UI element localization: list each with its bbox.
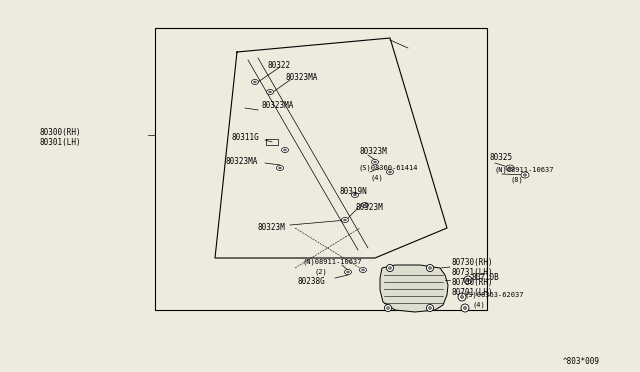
Text: 80323M: 80323M [258, 224, 285, 232]
Text: (N)08911-10637: (N)08911-10637 [302, 259, 362, 265]
Text: (N)08911-10637: (N)08911-10637 [495, 167, 554, 173]
Ellipse shape [362, 269, 364, 271]
Text: 80730(RH): 80730(RH) [452, 257, 493, 266]
Text: 80319N: 80319N [340, 187, 368, 196]
Text: 80323M: 80323M [355, 202, 383, 212]
Ellipse shape [342, 218, 349, 222]
Text: 80710B: 80710B [472, 273, 500, 282]
Text: 80301(LH): 80301(LH) [40, 138, 82, 147]
Circle shape [461, 304, 469, 312]
Ellipse shape [354, 194, 356, 196]
Circle shape [426, 264, 433, 272]
Ellipse shape [351, 192, 358, 198]
Text: (4): (4) [472, 302, 484, 308]
Circle shape [464, 276, 472, 284]
Ellipse shape [347, 271, 349, 273]
Text: 80323MA: 80323MA [262, 102, 294, 110]
Text: 80701(LH): 80701(LH) [452, 288, 493, 296]
Text: 80323MA: 80323MA [225, 157, 257, 167]
Circle shape [388, 267, 392, 269]
Ellipse shape [278, 167, 282, 169]
Text: ^803*009: ^803*009 [563, 357, 600, 366]
Circle shape [463, 307, 467, 310]
Ellipse shape [360, 267, 367, 273]
Circle shape [429, 267, 431, 269]
Ellipse shape [374, 161, 376, 163]
Bar [155, 28, 487, 310]
Ellipse shape [387, 170, 394, 174]
Ellipse shape [508, 167, 511, 169]
Text: 80311G: 80311G [232, 134, 260, 142]
Ellipse shape [371, 160, 378, 164]
Text: 80700(RH): 80700(RH) [452, 278, 493, 286]
Ellipse shape [276, 166, 284, 170]
Polygon shape [380, 265, 448, 312]
Ellipse shape [252, 80, 259, 84]
Text: 80238G: 80238G [298, 278, 326, 286]
Circle shape [385, 305, 392, 311]
Ellipse shape [524, 174, 527, 176]
Text: 80323MA: 80323MA [285, 74, 317, 83]
Ellipse shape [269, 91, 271, 93]
Circle shape [458, 293, 466, 301]
Text: 80323M: 80323M [360, 148, 388, 157]
Circle shape [387, 307, 389, 310]
Ellipse shape [344, 219, 346, 221]
Ellipse shape [344, 269, 351, 275]
Ellipse shape [521, 172, 529, 178]
Text: 80731(LH): 80731(LH) [452, 267, 493, 276]
Ellipse shape [506, 165, 514, 171]
Text: (8): (8) [510, 177, 523, 183]
Circle shape [467, 278, 470, 282]
Ellipse shape [388, 171, 392, 173]
Text: (4): (4) [370, 175, 383, 181]
Text: (S)08363-62037: (S)08363-62037 [465, 292, 525, 298]
Ellipse shape [362, 202, 369, 208]
Ellipse shape [282, 148, 289, 153]
Text: 80325: 80325 [490, 154, 513, 163]
Text: 80322: 80322 [268, 61, 291, 70]
Ellipse shape [284, 149, 287, 151]
Text: (2): (2) [315, 269, 328, 275]
Ellipse shape [253, 81, 257, 83]
Circle shape [426, 305, 433, 311]
Circle shape [460, 295, 463, 299]
Circle shape [429, 307, 431, 310]
Circle shape [387, 264, 394, 272]
Text: 80300(RH): 80300(RH) [40, 128, 82, 137]
Text: (S)08360-61414: (S)08360-61414 [358, 165, 417, 171]
Ellipse shape [266, 90, 273, 94]
Ellipse shape [364, 204, 366, 206]
